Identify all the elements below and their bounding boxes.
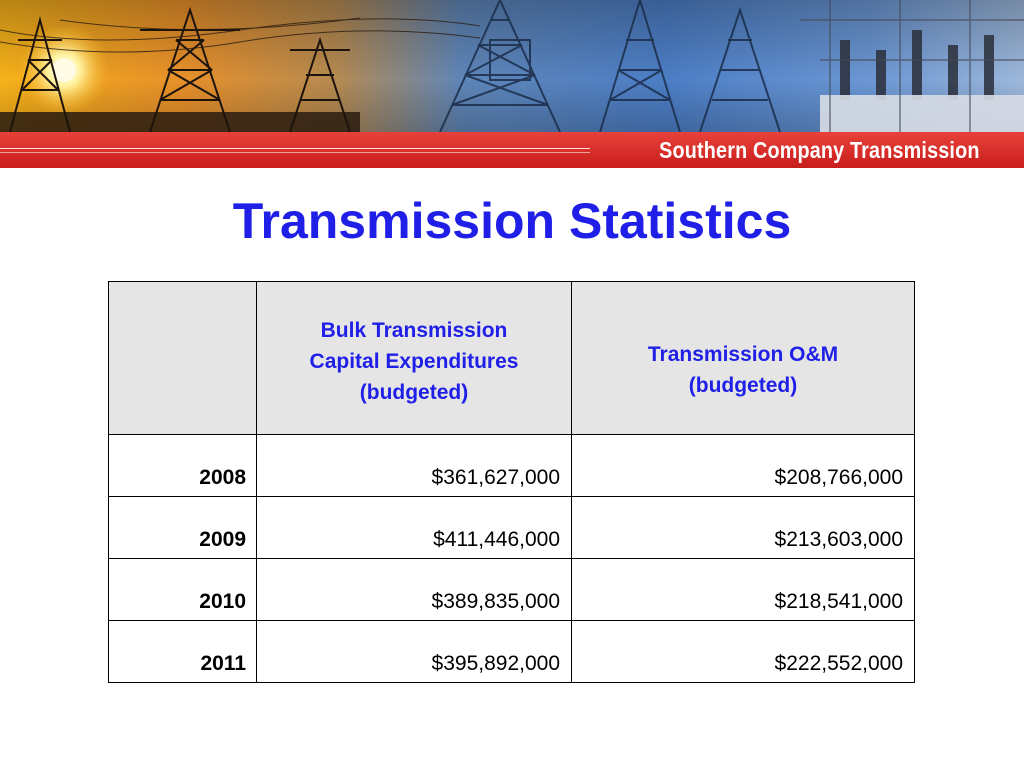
year-cell: 2008: [108, 434, 257, 497]
capital-cell: $395,892,000: [256, 620, 572, 683]
om-cell: $208,766,000: [571, 434, 915, 497]
table-row: 2011 $395,892,000 $222,552,000: [108, 620, 915, 683]
table-row: 2010 $389,835,000 $218,541,000: [108, 558, 915, 621]
capital-cell: $411,446,000: [256, 496, 572, 559]
capital-cell: $389,835,000: [256, 558, 572, 621]
header-cell-empty: [108, 281, 257, 435]
om-cell: $222,552,000: [571, 620, 915, 683]
power-lines-photo: [0, 0, 1024, 132]
slide-title: Transmission Statistics: [232, 193, 792, 249]
year-cell: 2009: [108, 496, 257, 559]
header-transmission-om: Transmission O&M (budgeted): [571, 281, 915, 435]
company-logo-text: Southern Company Transmission: [659, 137, 980, 163]
brand-bar-stripe: [0, 152, 590, 153]
brand-bar-stripe: [0, 148, 590, 149]
table-row: 2009 $411,446,000 $213,603,000: [108, 496, 915, 559]
capital-cell: $361,627,000: [256, 434, 572, 497]
banner: Southern Company Transmission: [0, 0, 1024, 168]
om-cell: $213,603,000: [571, 496, 915, 559]
om-cell: $218,541,000: [571, 558, 915, 621]
table-row: 2008 $361,627,000 $208,766,000: [108, 434, 915, 497]
year-cell: 2010: [108, 558, 257, 621]
year-cell: 2011: [108, 620, 257, 683]
header-capital-expenditures: Bulk Transmission Capital Expenditures (…: [256, 281, 572, 435]
statistics-table: Bulk Transmission Capital Expenditures (…: [108, 281, 915, 683]
brand-bar: [0, 132, 1024, 168]
table-header-row: Bulk Transmission Capital Expenditures (…: [108, 281, 915, 435]
